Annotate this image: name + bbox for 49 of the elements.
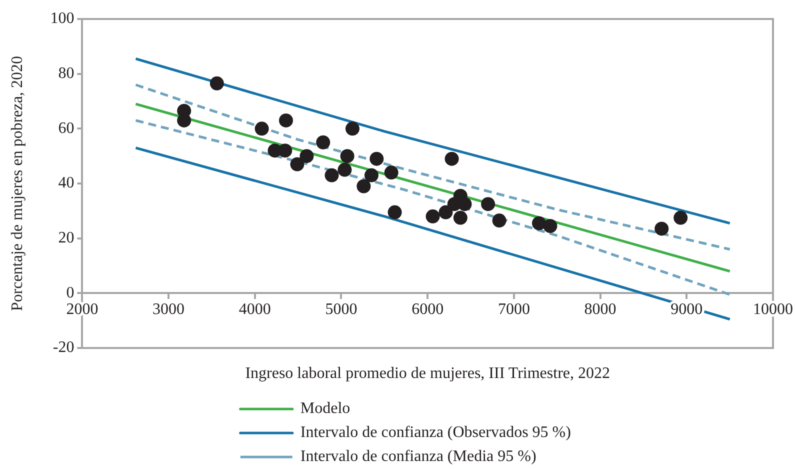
point <box>674 210 688 225</box>
y-tick-label: 20 <box>58 230 74 247</box>
point <box>316 135 330 150</box>
legend-label: Modelo <box>300 400 350 418</box>
point <box>444 152 459 166</box>
y-tick-label: 40 <box>58 174 74 192</box>
point <box>438 205 453 220</box>
point <box>300 149 314 164</box>
point <box>210 76 224 90</box>
x-tick-label: 6000 <box>412 300 444 318</box>
point <box>254 122 269 136</box>
point <box>345 122 360 136</box>
point <box>532 216 546 230</box>
legend-label: Intervalo de confianza (Observados 95 %) <box>300 424 571 442</box>
y-axis-title: Porcentaje de mujeres en pobreza, 2020 <box>8 56 26 312</box>
x-tick-label: 5000 <box>325 300 358 318</box>
point <box>324 168 339 182</box>
y-tick-label: 100 <box>50 10 74 28</box>
point <box>340 149 354 164</box>
y-tick-label: 60 <box>58 120 74 137</box>
x-tick-label: 7000 <box>498 300 530 318</box>
x-axis-title: Ingreso laboral promedio de mujeres, III Trimestre, 2022 <box>245 365 610 382</box>
x-tick-label: 2000 <box>66 300 98 318</box>
point <box>338 162 352 177</box>
point <box>290 157 304 172</box>
x-tick-label: 10000 <box>753 300 793 318</box>
point <box>278 144 292 158</box>
point <box>543 218 558 233</box>
line-series <box>134 119 732 296</box>
point <box>388 205 402 220</box>
point <box>384 166 398 180</box>
point <box>453 210 468 225</box>
x-tick-label: 4000 <box>238 300 271 318</box>
y-tick-label: -20 <box>52 339 74 356</box>
point <box>364 168 378 182</box>
y-tick-label: 0 <box>66 284 74 302</box>
line-series <box>134 84 732 251</box>
x-tick-label: 8000 <box>584 300 616 318</box>
x-tick-label: 3000 <box>152 300 185 318</box>
point <box>278 113 293 128</box>
point <box>654 222 669 236</box>
point <box>481 197 496 212</box>
legend-label: Intervalo de confianza (Media 95 %) <box>300 448 536 466</box>
point <box>356 179 371 194</box>
y-tick-label: 80 <box>58 65 74 82</box>
point <box>458 197 472 212</box>
point <box>370 152 384 166</box>
point <box>426 209 440 224</box>
point <box>492 214 506 228</box>
